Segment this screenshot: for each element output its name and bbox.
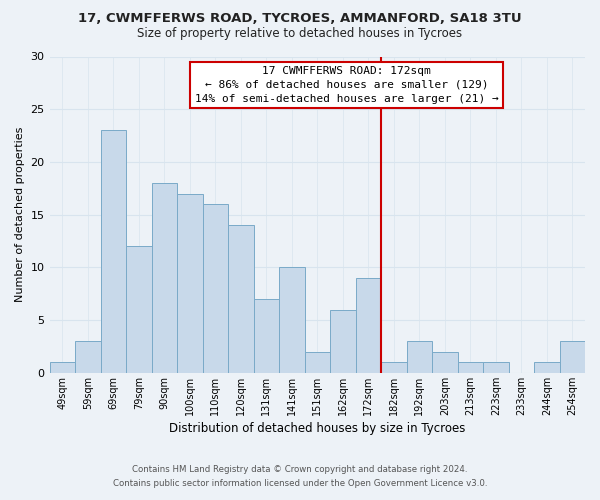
Bar — [75, 342, 101, 373]
Text: 17 CWMFFERWS ROAD: 172sqm
← 86% of detached houses are smaller (129)
14% of semi: 17 CWMFFERWS ROAD: 172sqm ← 86% of detac… — [195, 66, 499, 104]
Bar — [330, 310, 356, 373]
Bar — [254, 299, 279, 373]
Text: Size of property relative to detached houses in Tycroes: Size of property relative to detached ho… — [137, 28, 463, 40]
Bar — [483, 362, 509, 373]
Bar — [458, 362, 483, 373]
Bar — [560, 342, 585, 373]
Bar — [228, 225, 254, 373]
Bar — [177, 194, 203, 373]
Bar — [50, 362, 75, 373]
Text: 17, CWMFFERWS ROAD, TYCROES, AMMANFORD, SA18 3TU: 17, CWMFFERWS ROAD, TYCROES, AMMANFORD, … — [78, 12, 522, 26]
Bar — [101, 130, 126, 373]
Text: Contains HM Land Registry data © Crown copyright and database right 2024.
Contai: Contains HM Land Registry data © Crown c… — [113, 466, 487, 487]
Bar — [126, 246, 152, 373]
Bar — [203, 204, 228, 373]
Bar — [381, 362, 407, 373]
X-axis label: Distribution of detached houses by size in Tycroes: Distribution of detached houses by size … — [169, 422, 466, 435]
Bar — [152, 183, 177, 373]
Y-axis label: Number of detached properties: Number of detached properties — [15, 127, 25, 302]
Bar — [407, 342, 432, 373]
Bar — [356, 278, 381, 373]
Bar — [432, 352, 458, 373]
Bar — [534, 362, 560, 373]
Bar — [279, 268, 305, 373]
Bar — [305, 352, 330, 373]
